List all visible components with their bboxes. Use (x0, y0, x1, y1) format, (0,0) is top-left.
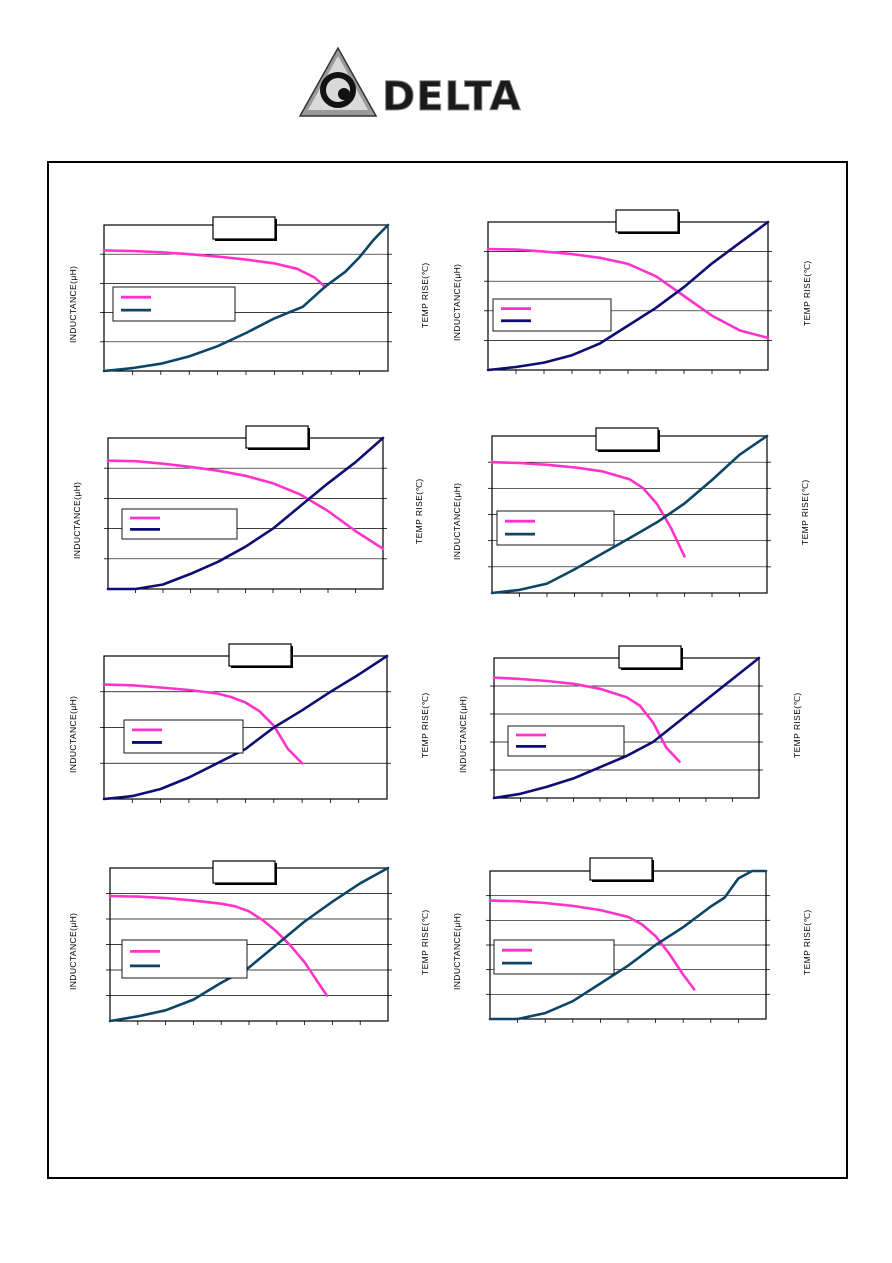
inductance-series-line (490, 460, 686, 558)
y-axis-label: INDUCTANCE(μH) (452, 263, 462, 341)
legend-box (496, 510, 615, 546)
y-axis-label: INDUCTANCE(μH) (72, 481, 82, 559)
temp-rise-series-line (492, 656, 761, 800)
legend-box (121, 939, 248, 979)
chart-5 (100, 643, 391, 803)
temp-rise-series-line (108, 866, 390, 1023)
charts-frame (47, 161, 848, 1179)
chart-2 (484, 209, 772, 374)
y-axis-label: INDUCTANCE(μH) (458, 695, 468, 773)
y-axis-label: INDUCTANCE(μH) (68, 912, 78, 990)
chart-6 (490, 645, 763, 802)
temp-rise-series-line (102, 654, 389, 801)
delta-logo: DELTA (298, 46, 522, 118)
temp-rise-series-line (486, 220, 770, 372)
y-axis-label: INDUCTANCE(μH) (452, 482, 462, 560)
inductance-series-line (102, 249, 327, 289)
y2-axis-label: TEMP RISE(℃) (802, 909, 812, 975)
inductance-series-line (108, 894, 329, 997)
chart-7 (106, 860, 392, 1025)
title-box (615, 209, 679, 233)
chart-4 (488, 427, 771, 597)
y-axis-label: INDUCTANCE(μH) (452, 912, 462, 990)
temp-rise-series-line (106, 436, 385, 591)
inductance-series-line (102, 683, 304, 765)
title-box (245, 425, 309, 449)
logo-text: DELTA (382, 74, 522, 118)
legend-box (492, 298, 612, 332)
y-axis-label: INDUCTANCE(μH) (68, 265, 78, 343)
inductance-series-line (488, 899, 696, 991)
temp-rise-series-line (102, 223, 390, 373)
y2-axis-label: TEMP RISE(℃) (792, 692, 802, 758)
title-box (212, 216, 276, 240)
chart-3 (104, 425, 387, 593)
title-box (228, 643, 292, 667)
inductance-series-line (106, 459, 385, 550)
y2-axis-label: TEMP RISE(℃) (420, 908, 430, 975)
y2-axis-label: TEMP RISE(℃) (800, 478, 810, 545)
temp-rise-series-line (488, 869, 768, 1021)
chart-1 (100, 216, 392, 375)
title-box (618, 645, 682, 669)
plot-area (487, 221, 769, 371)
title-box (212, 860, 276, 884)
legend-box (123, 719, 244, 754)
y-axis-label: INDUCTANCE(μH) (68, 695, 78, 773)
temp-rise-series-line (490, 434, 769, 595)
y2-axis-label: TEMP RISE(℃) (802, 260, 812, 326)
inductance-series-line (486, 247, 770, 340)
y2-axis-label: TEMP RISE(℃) (414, 477, 424, 544)
legend-box (112, 286, 236, 322)
legend-box (493, 939, 615, 975)
inductance-series-line (492, 676, 681, 763)
title-box (589, 857, 653, 881)
title-box (595, 427, 659, 451)
y2-axis-label: TEMP RISE(℃) (420, 262, 430, 328)
chart-8 (486, 857, 770, 1023)
y2-axis-label: TEMP RISE(℃) (420, 691, 430, 758)
legend-box (507, 725, 625, 757)
legend-box (121, 508, 238, 540)
